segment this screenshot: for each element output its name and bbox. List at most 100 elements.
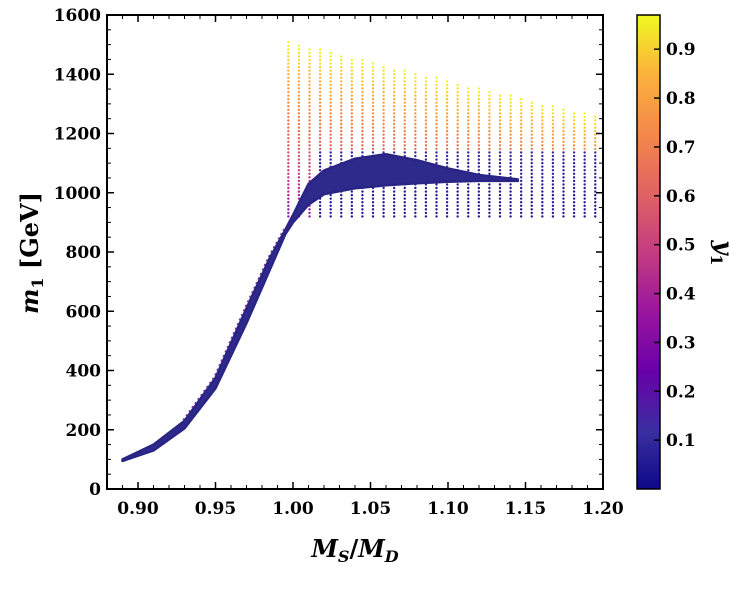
scan-point bbox=[519, 119, 523, 122]
scan-point bbox=[403, 186, 406, 190]
scan-point bbox=[350, 115, 354, 119]
scan-point bbox=[572, 140, 576, 143]
scan-point bbox=[541, 208, 544, 211]
scan-point bbox=[498, 151, 502, 154]
scan-point bbox=[414, 94, 417, 97]
scan-point bbox=[361, 69, 364, 72]
scan-point bbox=[287, 161, 290, 165]
scan-point bbox=[467, 140, 470, 143]
scan-point bbox=[445, 129, 449, 133]
scan-point bbox=[509, 154, 512, 158]
scan-point bbox=[329, 97, 332, 101]
scan-point bbox=[350, 193, 354, 197]
scan-point bbox=[551, 151, 555, 154]
scan-point bbox=[287, 101, 290, 104]
scan-point bbox=[308, 158, 311, 161]
scan-point bbox=[551, 122, 555, 126]
scan-point bbox=[297, 144, 301, 147]
scan-point bbox=[541, 172, 544, 175]
scan-point bbox=[519, 204, 523, 207]
scan-point bbox=[572, 137, 576, 140]
scan-point bbox=[297, 169, 301, 172]
scan-point bbox=[308, 87, 311, 90]
scan-point bbox=[583, 119, 586, 122]
scan-point bbox=[467, 158, 470, 161]
scan-point bbox=[456, 204, 459, 207]
scan-point bbox=[392, 151, 396, 154]
scan-point bbox=[562, 129, 565, 133]
scan-point bbox=[414, 97, 417, 101]
scan-point bbox=[318, 126, 322, 129]
x-tick-label: 1.20 bbox=[582, 499, 624, 519]
scan-point bbox=[371, 119, 375, 122]
scan-point bbox=[318, 119, 322, 122]
scan-point bbox=[371, 122, 375, 126]
scan-point bbox=[562, 133, 565, 136]
scan-point bbox=[435, 87, 438, 90]
scan-point bbox=[562, 115, 565, 119]
scan-point bbox=[467, 193, 470, 197]
scan-point bbox=[329, 201, 332, 204]
scan-point bbox=[403, 105, 406, 108]
scan-point bbox=[583, 204, 586, 207]
scan-point bbox=[435, 76, 438, 80]
scan-point bbox=[318, 108, 322, 112]
scan-point bbox=[350, 87, 354, 90]
scan-point bbox=[498, 201, 502, 204]
scan-point bbox=[308, 140, 311, 143]
scan-column bbox=[594, 115, 597, 218]
scan-point bbox=[424, 105, 428, 108]
scan-point bbox=[297, 119, 301, 122]
scan-point bbox=[382, 204, 385, 207]
scan-point bbox=[392, 73, 396, 76]
scan-point bbox=[424, 115, 428, 119]
scan-point bbox=[329, 94, 332, 97]
scan-point bbox=[562, 122, 565, 126]
scan-point bbox=[562, 201, 565, 204]
scan-point bbox=[371, 62, 375, 65]
scan-point bbox=[287, 137, 290, 140]
scan-point bbox=[519, 215, 523, 218]
scan-point bbox=[541, 112, 544, 115]
scan-point bbox=[382, 87, 385, 90]
scan-point bbox=[414, 76, 417, 80]
scan-point bbox=[498, 183, 502, 186]
scan-point bbox=[488, 140, 491, 143]
scan-point bbox=[594, 211, 597, 215]
scan-point bbox=[498, 105, 502, 108]
scan-point bbox=[509, 211, 512, 215]
scan-point bbox=[329, 101, 332, 104]
scan-point bbox=[318, 51, 322, 55]
scan-point bbox=[583, 169, 586, 172]
scan-point bbox=[594, 215, 597, 218]
scan-point bbox=[382, 140, 385, 143]
scan-point bbox=[509, 119, 512, 122]
scan-point bbox=[382, 129, 385, 133]
scan-point bbox=[297, 172, 301, 175]
scan-point bbox=[594, 126, 597, 129]
scan-point bbox=[435, 154, 438, 158]
scan-point bbox=[392, 119, 396, 122]
scan-point bbox=[371, 80, 375, 83]
scan-point bbox=[403, 69, 406, 72]
scan-point bbox=[467, 94, 470, 97]
scan-point bbox=[308, 55, 311, 58]
scan-point bbox=[572, 161, 576, 165]
scan-point bbox=[572, 193, 576, 197]
scan-point bbox=[435, 97, 438, 101]
scan-point bbox=[467, 87, 470, 90]
scan-point bbox=[340, 76, 343, 80]
scan-point bbox=[562, 211, 565, 215]
scan-point bbox=[340, 144, 343, 147]
scan-point bbox=[467, 169, 470, 172]
scan-point bbox=[530, 208, 533, 211]
scan-point bbox=[551, 165, 555, 168]
scan-point bbox=[572, 158, 576, 161]
scan-point bbox=[498, 115, 502, 119]
scan-point bbox=[403, 122, 406, 126]
scan-point bbox=[329, 158, 332, 161]
scan-point bbox=[414, 73, 417, 76]
scan-column bbox=[477, 87, 481, 218]
scan-point bbox=[519, 201, 523, 204]
scan-point bbox=[287, 129, 290, 133]
